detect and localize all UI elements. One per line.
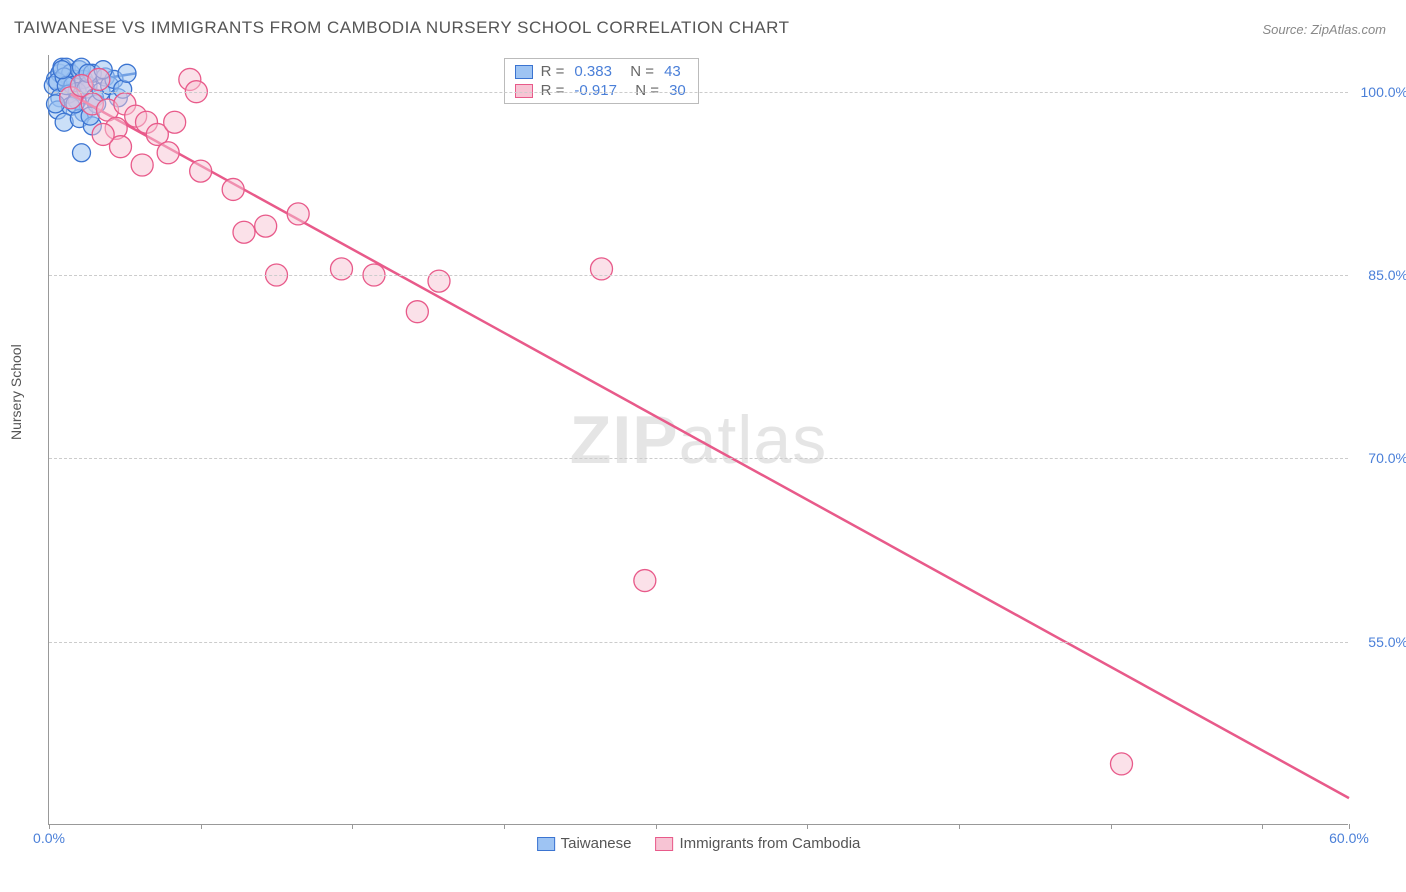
legend-item: Taiwanese bbox=[537, 835, 632, 852]
legend-r-label: R = bbox=[541, 82, 565, 99]
chart-svg bbox=[49, 55, 1348, 824]
x-tick-mark bbox=[49, 824, 50, 829]
legend-swatch bbox=[537, 837, 555, 851]
y-tick-label: 100.0% bbox=[1361, 84, 1406, 100]
data-point bbox=[222, 178, 244, 200]
trend-line bbox=[71, 94, 1349, 798]
legend-item: Immigrants from Cambodia bbox=[656, 835, 861, 852]
data-point bbox=[634, 570, 656, 592]
legend-n-value: 30 bbox=[669, 82, 686, 99]
series-legend: Taiwanese Immigrants from Cambodia bbox=[537, 835, 861, 852]
x-tick-mark bbox=[1349, 824, 1350, 829]
legend-swatch bbox=[656, 837, 674, 851]
y-tick-label: 70.0% bbox=[1368, 450, 1406, 466]
legend-series-name: Immigrants from Cambodia bbox=[680, 835, 861, 852]
data-point bbox=[73, 144, 91, 162]
legend-r-value: 0.383 bbox=[574, 63, 612, 80]
legend-r-label: R = bbox=[541, 63, 565, 80]
chart-title: TAIWANESE VS IMMIGRANTS FROM CAMBODIA NU… bbox=[14, 18, 790, 38]
gridline-h bbox=[49, 275, 1348, 276]
data-point bbox=[164, 111, 186, 133]
x-tick-mark bbox=[656, 824, 657, 829]
legend-swatch bbox=[515, 84, 533, 98]
data-point bbox=[157, 142, 179, 164]
gridline-h bbox=[49, 458, 1348, 459]
data-point bbox=[428, 270, 450, 292]
plot-area: ZIPatlas R =0.383 N =43R =-0.917 N =30 T… bbox=[48, 55, 1348, 825]
x-tick-mark bbox=[504, 824, 505, 829]
legend-n-label: N = bbox=[622, 63, 654, 80]
legend-r-value: -0.917 bbox=[574, 82, 617, 99]
data-point bbox=[88, 68, 110, 90]
data-point bbox=[331, 258, 353, 280]
y-axis-label: Nursery School bbox=[8, 344, 24, 440]
correlation-legend: R = 0.383 N = 43 R = -0.917 N = 30 bbox=[504, 58, 699, 104]
legend-n-label: N = bbox=[627, 82, 659, 99]
y-tick-label: 55.0% bbox=[1368, 634, 1406, 650]
legend-series-name: Taiwanese bbox=[561, 835, 632, 852]
x-tick-mark bbox=[959, 824, 960, 829]
legend-row: R = 0.383 N = 43 bbox=[515, 63, 688, 80]
data-point bbox=[233, 221, 255, 243]
data-point bbox=[92, 123, 114, 145]
x-tick-mark bbox=[1111, 824, 1112, 829]
x-tick-mark bbox=[201, 824, 202, 829]
gridline-h bbox=[49, 92, 1348, 93]
x-tick-mark bbox=[807, 824, 808, 829]
data-point bbox=[406, 301, 428, 323]
data-point bbox=[287, 203, 309, 225]
x-tick-label: 0.0% bbox=[33, 830, 65, 846]
data-point bbox=[255, 215, 277, 237]
legend-row: R = -0.917 N = 30 bbox=[515, 82, 688, 99]
x-tick-mark bbox=[1262, 824, 1263, 829]
data-point bbox=[1111, 753, 1133, 775]
x-tick-mark bbox=[352, 824, 353, 829]
data-point bbox=[131, 154, 153, 176]
data-point bbox=[53, 61, 71, 79]
legend-swatch bbox=[515, 65, 533, 79]
legend-n-value: 43 bbox=[664, 63, 681, 80]
data-point bbox=[118, 64, 136, 82]
data-point bbox=[591, 258, 613, 280]
data-point bbox=[190, 160, 212, 182]
gridline-h bbox=[49, 642, 1348, 643]
y-tick-label: 85.0% bbox=[1368, 267, 1406, 283]
x-tick-label: 60.0% bbox=[1329, 830, 1369, 846]
source-attribution: Source: ZipAtlas.com bbox=[1262, 22, 1386, 37]
